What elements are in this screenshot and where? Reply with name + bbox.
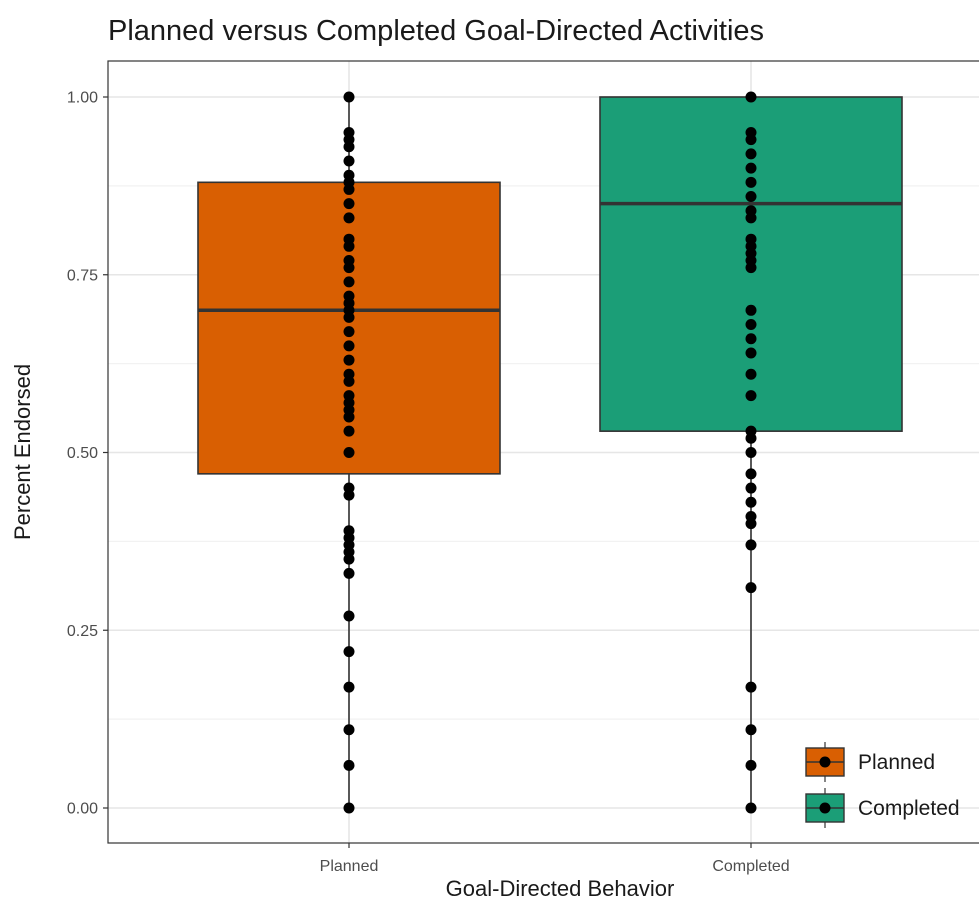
data-point <box>745 468 757 480</box>
y-tick-label: 0.00 <box>67 801 98 818</box>
data-point <box>745 482 757 494</box>
data-point <box>745 304 757 316</box>
data-point <box>343 425 355 437</box>
data-point <box>343 276 355 288</box>
data-point <box>745 539 757 551</box>
y-axis-title: Percent Endorsed <box>10 364 35 540</box>
y-tick-label: 1.00 <box>67 90 98 107</box>
data-point <box>745 262 757 274</box>
legend-key-point <box>819 802 831 814</box>
data-point <box>343 610 355 622</box>
data-point <box>343 340 355 352</box>
data-point <box>343 326 355 338</box>
y-tick-label: 0.75 <box>67 267 98 284</box>
chart-title: Planned versus Completed Goal-Directed A… <box>108 15 764 47</box>
data-point <box>745 447 757 458</box>
data-point <box>343 681 355 693</box>
data-point <box>343 759 355 771</box>
data-point <box>343 375 355 387</box>
data-point <box>745 148 757 160</box>
data-point <box>343 311 355 323</box>
data-point <box>745 333 757 345</box>
data-point <box>343 646 355 658</box>
data-point <box>745 759 757 771</box>
data-point <box>343 212 355 224</box>
legend-key-point <box>819 756 831 768</box>
legend-label: Planned <box>858 751 935 774</box>
data-point <box>343 567 355 579</box>
data-point <box>745 496 757 508</box>
x-axis-ticks: Planned Completed <box>320 843 790 875</box>
x-tick-label: Completed <box>712 858 789 875</box>
x-axis-title: Goal-Directed Behavior <box>446 876 675 901</box>
data-point <box>745 802 757 814</box>
data-point <box>343 240 355 252</box>
data-point <box>745 724 757 736</box>
data-point <box>745 390 757 402</box>
data-point <box>343 141 355 153</box>
data-point <box>343 198 355 210</box>
data-point <box>745 319 757 331</box>
data-point <box>745 91 757 103</box>
data-point <box>745 518 757 530</box>
data-point <box>343 91 355 103</box>
data-point <box>745 191 757 203</box>
x-tick-label: Planned <box>320 858 379 875</box>
data-point <box>745 681 757 693</box>
y-tick-label: 0.50 <box>67 445 98 462</box>
data-point <box>343 724 355 736</box>
data-point <box>745 368 757 380</box>
data-point <box>745 432 757 444</box>
data-points <box>343 91 757 814</box>
data-point <box>343 183 355 195</box>
data-point <box>343 354 355 366</box>
data-point <box>745 347 757 359</box>
data-point <box>343 155 355 167</box>
data-point <box>745 176 757 188</box>
data-point <box>343 411 355 423</box>
data-point <box>343 489 355 501</box>
data-point <box>745 134 757 146</box>
y-axis-ticks: 0.00 0.25 0.50 0.75 1.00 <box>67 90 108 818</box>
data-point <box>745 582 757 594</box>
data-point <box>745 212 757 224</box>
data-point <box>343 802 355 814</box>
data-point <box>343 553 355 565</box>
data-point <box>343 447 355 458</box>
data-point <box>745 162 757 174</box>
data-point <box>343 262 355 274</box>
y-tick-label: 0.25 <box>67 623 98 640</box>
legend: Planned Completed <box>805 742 960 828</box>
legend-label: Completed <box>858 797 960 820</box>
